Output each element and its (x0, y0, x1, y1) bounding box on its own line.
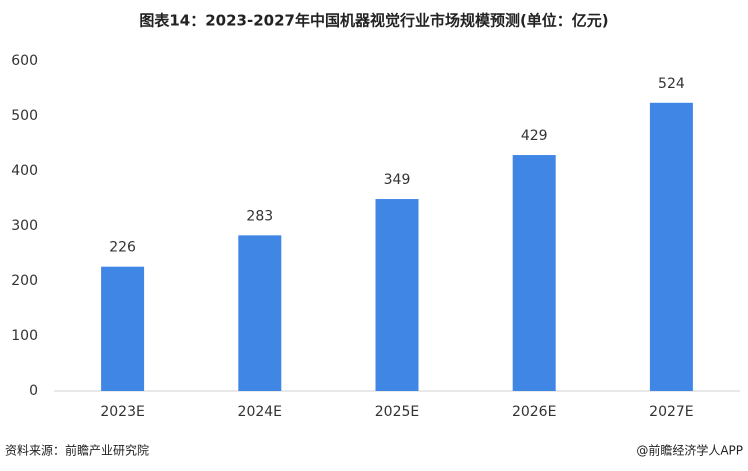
data-label: 429 (521, 128, 548, 144)
bar (101, 266, 145, 391)
y-tick-label: 400 (11, 163, 38, 179)
x-tick-label: 2023E (100, 404, 144, 420)
bar (512, 155, 556, 391)
data-label: 283 (246, 208, 273, 224)
data-label: 226 (109, 240, 136, 256)
x-tick-label: 2024E (238, 404, 282, 420)
chart-title: 图表14：2023-2027年中国机器视觉行业市场规模预测(单位：亿元) (139, 12, 608, 30)
bar (238, 235, 282, 391)
y-tick-label: 300 (11, 218, 38, 234)
y-tick-label: 0 (29, 383, 38, 399)
y-tick-label: 500 (11, 108, 38, 124)
source: 资料来源：前瞻产业研究院 (5, 443, 149, 458)
y-tick-label: 600 (11, 53, 38, 69)
credit: @前瞻经济学人APP (636, 443, 743, 458)
y-tick-label: 200 (11, 273, 38, 289)
y-tick-label: 100 (11, 328, 38, 344)
data-label: 349 (384, 172, 411, 188)
bar (649, 102, 693, 392)
x-tick-label: 2027E (649, 404, 693, 420)
x-tick-label: 2026E (512, 404, 556, 420)
bar (375, 199, 419, 391)
data-label: 524 (658, 76, 685, 92)
x-tick-label: 2025E (375, 404, 419, 420)
